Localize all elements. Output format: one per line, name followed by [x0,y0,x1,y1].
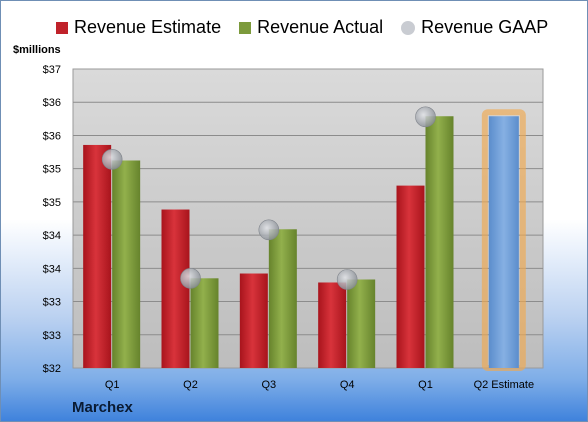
plot-area [72,68,544,369]
y-axis-unit-label: $millions [13,44,61,56]
bar-revenue-actual [347,279,376,368]
x-tick-label: Q2 Estimate [474,379,535,391]
bar-revenue-actual [268,229,297,368]
legend-swatch-revenue-estimate [56,21,68,34]
bar-revenue-estimate [396,185,425,368]
y-tick-label: $33 [43,297,61,309]
legend-item-revenue-gaap: Revenue GAAP [401,17,548,38]
grid-lines [73,101,543,336]
x-tick-label: Q3 [261,379,276,391]
bar-q2-estimate [488,116,519,368]
legend-item-revenue-estimate: Revenue Estimate [56,17,221,38]
legend-label-revenue-estimate: Revenue Estimate [74,17,222,37]
y-axis-ticks: $32 $33 $33 $34 $34 $35 $35 $36 $36 $37 [43,64,61,375]
y-tick-label: $34 [43,230,61,242]
y-tick-label: $34 [43,263,61,275]
gaap-markers [101,106,436,290]
y-tick-label: $33 [43,330,61,342]
bar-revenue-estimate [239,273,268,368]
x-axis-ticks: Q1 Q2 Q3 Q4 Q1 Q2 Estimate [105,379,534,391]
marker-revenue-gaap [101,148,123,170]
marker-revenue-gaap [180,267,201,289]
legend-label-revenue-actual: Revenue Actual [257,17,384,37]
y-tick-label: $35 [43,164,61,176]
x-tick-label: Q1 [418,379,433,391]
bar-revenue-actual [112,160,141,368]
legend-item-revenue-actual: Revenue Actual [239,17,383,38]
y-tick-label: $36 [43,130,61,142]
bar-revenue-estimate [83,144,112,368]
bar-revenue-estimate [161,209,190,368]
legend-swatch-revenue-gaap [401,20,416,35]
x-tick-label: Q1 [105,379,120,391]
legend: Revenue Estimate Revenue Actual Revenue … [56,17,566,38]
x-tick-label: Q4 [340,379,355,391]
bar-revenue-estimate [318,282,347,368]
y-tick-label: $37 [43,64,61,76]
marker-revenue-gaap [336,269,358,290]
bar-revenue-actual [425,116,454,368]
bar-revenue-actual [190,278,219,368]
legend-label-revenue-gaap: Revenue GAAP [421,17,549,37]
marker-revenue-gaap [258,219,280,241]
x-tick-label: Q2 [183,379,198,391]
marker-revenue-gaap [415,106,436,128]
y-tick-label: $35 [43,197,61,209]
y-tick-label: $36 [43,97,61,109]
company-name: Marchex [72,399,133,416]
legend-swatch-revenue-actual [239,21,252,34]
bars [83,109,526,371]
y-tick-label: $32 [43,363,61,375]
